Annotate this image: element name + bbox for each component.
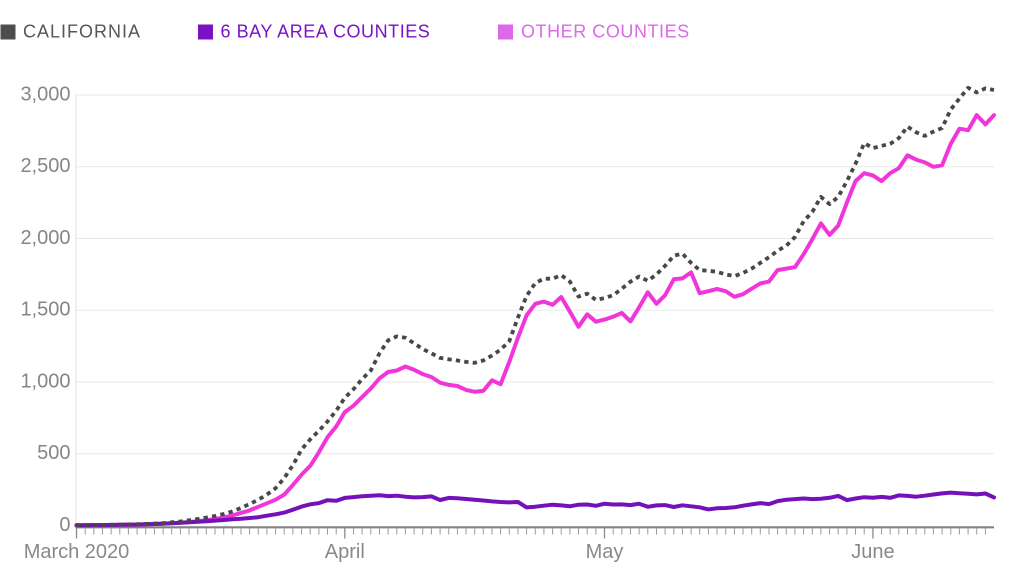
svg-text:May: May bbox=[586, 541, 624, 563]
svg-text:2,500: 2,500 bbox=[20, 155, 70, 177]
svg-text:2,000: 2,000 bbox=[20, 227, 70, 249]
svg-text:June: June bbox=[851, 541, 894, 563]
svg-text:3,000: 3,000 bbox=[20, 83, 70, 105]
svg-text:6 BAY AREA COUNTIES: 6 BAY AREA COUNTIES bbox=[221, 22, 431, 42]
svg-text:500: 500 bbox=[37, 442, 70, 464]
svg-text:0: 0 bbox=[59, 514, 70, 536]
svg-text:March 2020: March 2020 bbox=[24, 541, 130, 563]
svg-text:1,500: 1,500 bbox=[20, 299, 70, 321]
svg-text:CALIFORNIA: CALIFORNIA bbox=[23, 22, 141, 42]
svg-text:April: April bbox=[325, 541, 365, 563]
svg-text:OTHER COUNTIES: OTHER COUNTIES bbox=[521, 22, 690, 42]
svg-text:1,000: 1,000 bbox=[20, 370, 70, 392]
